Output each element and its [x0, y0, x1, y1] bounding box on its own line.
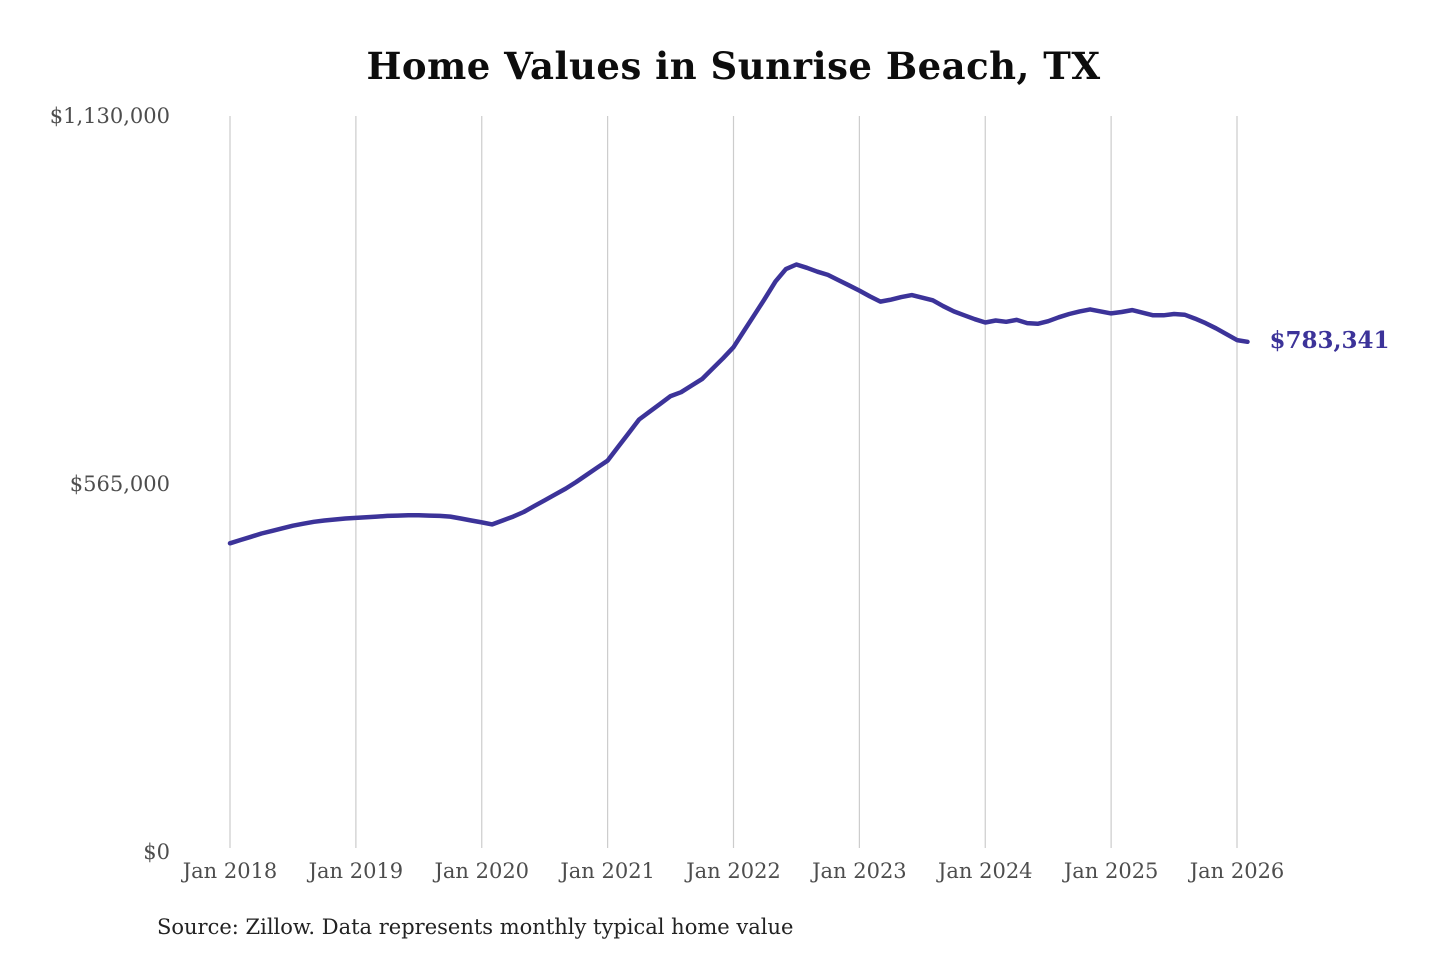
x-axis-tick-label: Jan 2020 — [434, 859, 530, 883]
x-axis-tick-label: Jan 2025 — [1063, 859, 1159, 883]
x-axis-tick-label: Jan 2024 — [937, 859, 1033, 883]
x-axis-tick-label: Jan 2026 — [1189, 859, 1285, 883]
x-axis-tick-label: Jan 2022 — [686, 859, 781, 883]
x-axis-tick-label: Jan 2021 — [560, 859, 655, 883]
x-axis-tick-label: Jan 2023 — [812, 859, 907, 883]
source-note: Source: Zillow. Data represents monthly … — [157, 915, 794, 939]
y-axis-tick-label: $1,130,000 — [49, 104, 170, 128]
y-axis-tick-label: $565,000 — [69, 472, 170, 496]
vertical-gridlines — [229, 116, 1238, 848]
latest-value-label: $783,341 — [1269, 326, 1390, 354]
chart-title: Home Values in Sunrise Beach, TX — [366, 44, 1101, 88]
x-axis-tick-label: Jan 2019 — [308, 859, 404, 883]
y-axis-tick-label: $0 — [143, 840, 170, 864]
x-axis-tick-label: Jan 2018 — [182, 859, 278, 883]
home-value-line-series — [227, 262, 1250, 546]
